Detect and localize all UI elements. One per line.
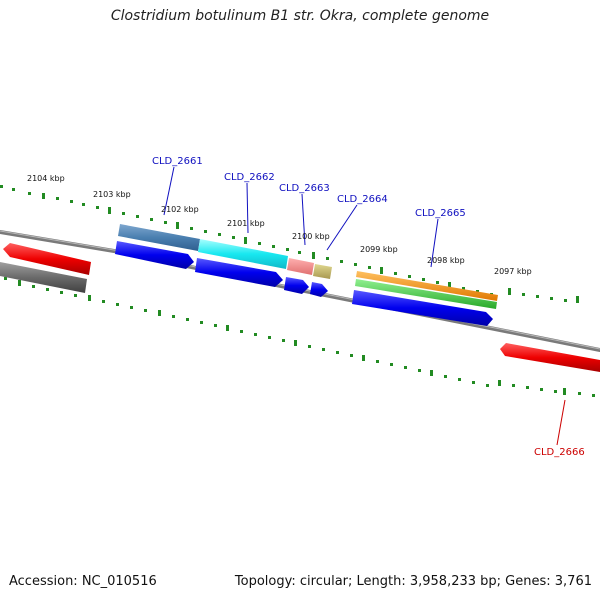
scale-label: 2097 kbp <box>494 267 532 276</box>
red-gene-left[interactable] <box>3 243 91 275</box>
map-title: Clostridium botulinum B1 str. Okra, comp… <box>110 8 490 24</box>
gene-bar-cld-2665-green[interactable] <box>355 279 497 309</box>
gene-bar-cld-2662[interactable] <box>198 239 288 269</box>
gene-label-cld-2662[interactable]: CLD_2662 <box>224 172 275 183</box>
gray-gene-left[interactable] <box>0 262 87 293</box>
gene-label-cld-2666[interactable]: CLD_2666 <box>534 447 585 458</box>
gene-labels: CLD_2661 CLD_2662 CLD_2663 CLD_2664 CLD_… <box>152 156 585 458</box>
topology-text: Topology: circular; Length: 3,958,233 bp… <box>234 574 592 589</box>
cds-arrow-cld-2662[interactable] <box>195 258 283 287</box>
scale-label: 2098 kbp <box>427 256 465 265</box>
gene-label-cld-2664[interactable]: CLD_2664 <box>337 194 388 205</box>
scale-label: 2101 kbp <box>227 219 265 228</box>
gene-bar-cld-2661[interactable] <box>118 224 200 251</box>
cds-arrow-cld-2663[interactable] <box>284 277 309 294</box>
accession-text: Accession: NC_010516 <box>9 574 157 589</box>
cds-arrow-cld-2661[interactable] <box>115 241 194 269</box>
gene-label-cld-2663[interactable]: CLD_2663 <box>279 183 330 194</box>
gene-label-cld-2665[interactable]: CLD_2665 <box>415 208 466 219</box>
gene-bar-cld-2664[interactable] <box>313 264 332 279</box>
scale-label: 2103 kbp <box>93 190 131 199</box>
red-gene-cld-2666[interactable] <box>500 343 600 372</box>
gene-bar-cld-2665-orange[interactable] <box>356 271 498 301</box>
inner-scale-track <box>4 277 595 397</box>
label-leader-lines <box>163 166 566 446</box>
cds-arrow-cld-2665[interactable] <box>352 290 493 326</box>
gene-label-cld-2661[interactable]: CLD_2661 <box>152 156 203 167</box>
scale-label: 2102 kbp <box>161 205 199 214</box>
gene-bar-cld-2663[interactable] <box>287 258 314 275</box>
scale-label: 2099 kbp <box>360 245 398 254</box>
scale-labels: 2104 kbp 2103 kbp 2102 kbp 2101 kbp 2100… <box>27 174 532 276</box>
scale-label: 2104 kbp <box>27 174 65 183</box>
scale-label: 2100 kbp <box>292 232 330 241</box>
cds-arrow-cld-2664[interactable] <box>310 282 328 297</box>
